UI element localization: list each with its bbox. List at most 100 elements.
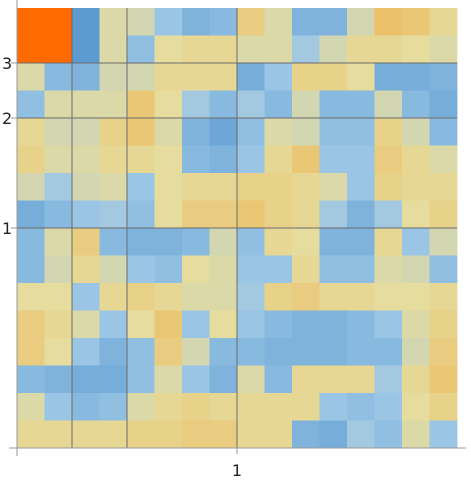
heatmap-cell-r7-c8 — [209, 173, 238, 201]
heatmap-cell-r6-c5 — [127, 145, 155, 174]
heatmap-cell-r13-c2 — [44, 338, 73, 366]
heatmap-cell-r10-c16 — [429, 255, 458, 284]
heatmap-cell-r14-c16 — [429, 365, 458, 394]
heatmap-cell-r11-c12 — [319, 283, 348, 311]
heatmap-cell-r14-c11 — [292, 365, 320, 394]
heatmap-cell-r2-c6 — [154, 35, 183, 64]
heatmap-cell-r5-c1 — [17, 118, 45, 146]
heatmap-cell-r13-c15 — [402, 338, 430, 366]
heatmap-cell-r12-c8 — [209, 310, 238, 339]
heatmap-cell-r5-c9 — [237, 118, 265, 146]
heatmap-cell-r1-c12 — [319, 8, 348, 36]
heatmap-cell-r15-c5 — [127, 393, 155, 421]
heatmap-cell-r10-c7 — [182, 255, 210, 284]
heatmap-cell-r4-c2 — [44, 90, 73, 119]
heatmap-cell-r14-c10 — [264, 365, 293, 394]
heatmap-cell-r16-c8 — [209, 420, 238, 449]
heatmap-cell-r1-c1 — [17, 8, 45, 36]
heatmap-cell-r6-c16 — [429, 145, 458, 174]
heatmap-cell-r2-c10 — [264, 35, 293, 64]
heatmap-cell-r12-c1 — [17, 310, 45, 339]
heatmap-cell-r4-c16 — [429, 90, 458, 119]
heatmap-cell-r13-c6 — [154, 338, 183, 366]
heatmap-cell-r5-c12 — [319, 118, 348, 146]
heatmap-cell-r12-c4 — [99, 310, 128, 339]
heatmap-cell-r16-c7 — [182, 420, 210, 449]
heatmap-cell-r3-c9 — [237, 63, 265, 91]
heatmap-cell-r6-c1 — [17, 145, 45, 174]
heatmap-cell-r1-c15 — [402, 8, 430, 36]
heatmap-cell-r8-c1 — [17, 200, 45, 229]
heatmap-cell-r7-c9 — [237, 173, 265, 201]
heatmap-cell-r2-c11 — [292, 35, 320, 64]
heatmap-cell-r9-c10 — [264, 228, 293, 256]
heatmap-cell-r7-c1 — [17, 173, 45, 201]
heatmap-cell-r3-c6 — [154, 63, 183, 91]
heatmap-cell-r6-c11 — [292, 145, 320, 174]
heatmap-cell-r15-c10 — [264, 393, 293, 421]
heatmap-cell-r15-c15 — [402, 393, 430, 421]
heatmap-cell-r14-c7 — [182, 365, 210, 394]
heatmap-cell-r4-c7 — [182, 90, 210, 119]
heatmap-cell-r4-c14 — [374, 90, 403, 119]
heatmap-cell-r9-c6 — [154, 228, 183, 256]
heatmap-cell-r11-c4 — [99, 283, 128, 311]
heatmap-cell-r11-c14 — [374, 283, 403, 311]
heatmap-cell-r10-c13 — [347, 255, 375, 284]
heatmap-cell-r1-c9 — [237, 8, 265, 36]
heatmap-cell-r2-c7 — [182, 35, 210, 64]
heatmap-cell-r7-c16 — [429, 173, 458, 201]
heatmap-cell-r12-c14 — [374, 310, 403, 339]
heatmap-cell-r1-c7 — [182, 8, 210, 36]
heatmap-cell-r9-c8 — [209, 228, 238, 256]
heatmap-cell-r16-c1 — [17, 420, 45, 449]
heatmap-cell-r5-c4 — [99, 118, 128, 146]
heatmap-cell-r13-c14 — [374, 338, 403, 366]
heatmap-cell-r4-c12 — [319, 90, 348, 119]
heatmap-cell-r2-c14 — [374, 35, 403, 64]
heatmap-cell-r16-c10 — [264, 420, 293, 449]
heatmap-cell-r16-c5 — [127, 420, 155, 449]
heatmap-cell-r5-c16 — [429, 118, 458, 146]
heatmap-cell-r15-c13 — [347, 393, 375, 421]
heatmap-cell-r7-c2 — [44, 173, 73, 201]
y-tick-label: 3 — [2, 54, 12, 73]
heatmap-cell-r10-c10 — [264, 255, 293, 284]
y-tick-label: 1 — [2, 219, 12, 238]
heatmap-cell-r9-c16 — [429, 228, 458, 256]
heatmap-cell-r7-c11 — [292, 173, 320, 201]
heatmap-cell-r11-c3 — [72, 283, 100, 311]
heatmap-cell-r16-c3 — [72, 420, 100, 449]
heatmap-cell-r14-c1 — [17, 365, 45, 394]
heatmap-cell-r3-c11 — [292, 63, 320, 91]
heatmap-cell-r4-c11 — [292, 90, 320, 119]
heatmap-cell-r1-c14 — [374, 8, 403, 36]
heatmap-cell-r11-c6 — [154, 283, 183, 311]
heatmap-cell-r14-c3 — [72, 365, 100, 394]
heatmap-cell-r7-c10 — [264, 173, 293, 201]
heatmap-cell-r6-c14 — [374, 145, 403, 174]
heatmap-cell-r9-c15 — [402, 228, 430, 256]
y-tick-label: 2 — [2, 109, 12, 128]
heatmap-cell-r10-c14 — [374, 255, 403, 284]
heatmap-cell-r8-c15 — [402, 200, 430, 229]
heatmap-cell-r3-c14 — [374, 63, 403, 91]
heatmap-cell-r12-c11 — [292, 310, 320, 339]
heatmap-cell-r6-c13 — [347, 145, 375, 174]
heatmap-cell-r13-c11 — [292, 338, 320, 366]
heatmap-cell-r14-c2 — [44, 365, 73, 394]
heatmap-cell-r1-c4 — [99, 8, 128, 36]
heatmap-cell-r16-c4 — [99, 420, 128, 449]
heatmap-cell-r7-c12 — [319, 173, 348, 201]
heatmap-cell-r14-c4 — [99, 365, 128, 394]
heatmap-cell-r8-c3 — [72, 200, 100, 229]
heatmap-cell-r14-c15 — [402, 365, 430, 394]
heatmap-cell-r12-c10 — [264, 310, 293, 339]
heatmap-cell-r5-c8 — [209, 118, 238, 146]
heatmap-cell-r1-c10 — [264, 8, 293, 36]
heatmap-cell-r16-c13 — [347, 420, 375, 449]
heatmap-cell-r5-c13 — [347, 118, 375, 146]
heatmap-cell-r8-c9 — [237, 200, 265, 229]
heatmap-cell-r9-c3 — [72, 228, 100, 256]
heatmap-cell-r6-c2 — [44, 145, 73, 174]
